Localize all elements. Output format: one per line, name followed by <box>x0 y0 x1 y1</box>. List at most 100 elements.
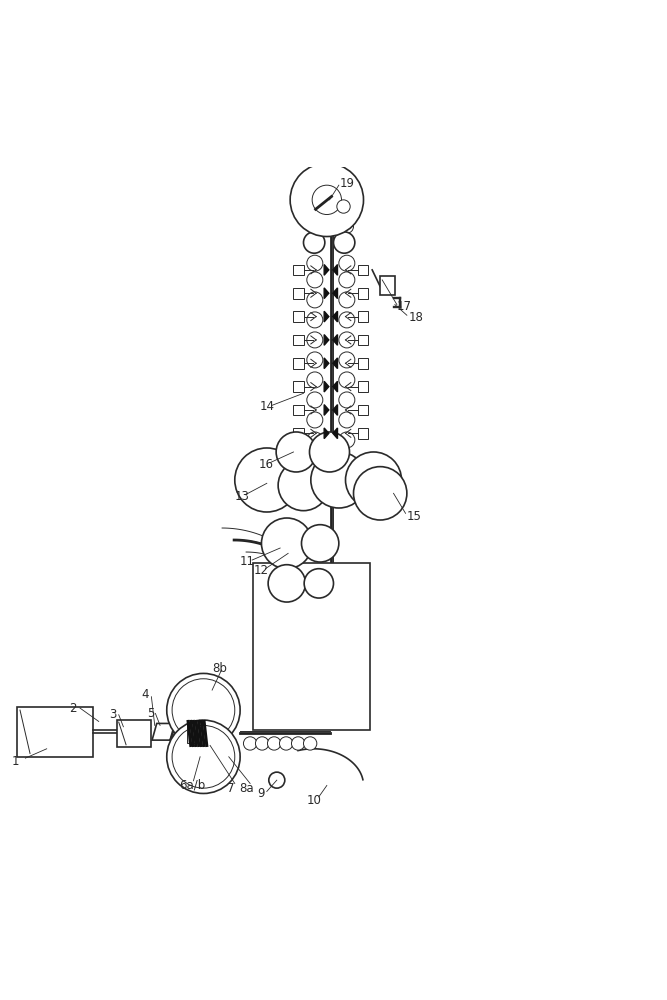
Circle shape <box>235 448 299 512</box>
Circle shape <box>339 332 355 348</box>
Circle shape <box>339 292 355 308</box>
Bar <box>293 358 304 369</box>
Circle shape <box>303 232 325 253</box>
Text: 14: 14 <box>260 400 275 413</box>
Polygon shape <box>324 311 329 322</box>
Circle shape <box>278 460 329 511</box>
Text: 12: 12 <box>253 564 268 577</box>
Text: 5: 5 <box>147 707 154 720</box>
Bar <box>117 720 151 747</box>
Bar <box>293 288 304 299</box>
Circle shape <box>279 737 293 750</box>
Text: 8a: 8a <box>239 782 253 795</box>
Circle shape <box>340 220 354 233</box>
Circle shape <box>340 207 354 220</box>
Circle shape <box>308 233 321 247</box>
Circle shape <box>339 392 355 408</box>
Bar <box>17 707 93 757</box>
Circle shape <box>291 737 305 750</box>
Circle shape <box>243 737 257 750</box>
Polygon shape <box>333 405 338 415</box>
Text: 19: 19 <box>340 177 355 190</box>
Polygon shape <box>333 288 338 299</box>
Circle shape <box>307 312 323 328</box>
Circle shape <box>304 569 334 598</box>
Bar <box>358 311 368 322</box>
Circle shape <box>346 452 402 508</box>
Circle shape <box>307 412 323 428</box>
Polygon shape <box>333 265 338 275</box>
Circle shape <box>303 737 317 750</box>
Circle shape <box>255 737 269 750</box>
Bar <box>358 405 368 415</box>
Polygon shape <box>324 405 329 415</box>
Text: 17: 17 <box>397 300 412 313</box>
Circle shape <box>276 432 316 472</box>
Circle shape <box>339 352 355 368</box>
Text: 13: 13 <box>235 490 249 503</box>
Text: 16: 16 <box>259 458 273 471</box>
Bar <box>358 428 368 439</box>
Bar <box>358 288 368 299</box>
Polygon shape <box>333 358 338 369</box>
Bar <box>293 381 304 392</box>
Circle shape <box>308 220 321 233</box>
Polygon shape <box>333 311 338 322</box>
Polygon shape <box>333 428 338 439</box>
Text: 6a/b: 6a/b <box>179 779 205 792</box>
Circle shape <box>339 255 355 271</box>
Text: 2: 2 <box>69 702 76 715</box>
Text: 1: 1 <box>12 755 19 768</box>
Circle shape <box>307 372 323 388</box>
Circle shape <box>268 565 305 602</box>
Circle shape <box>339 412 355 428</box>
Circle shape <box>261 518 312 569</box>
Bar <box>358 381 368 392</box>
Bar <box>380 276 395 295</box>
Circle shape <box>172 725 235 788</box>
Circle shape <box>307 292 323 308</box>
Bar <box>358 335 368 345</box>
Circle shape <box>340 233 354 247</box>
Circle shape <box>339 432 355 448</box>
Polygon shape <box>324 288 329 299</box>
Circle shape <box>167 673 240 747</box>
Circle shape <box>307 432 323 448</box>
Circle shape <box>172 679 235 741</box>
Circle shape <box>267 737 281 750</box>
Circle shape <box>167 720 240 793</box>
Circle shape <box>307 352 323 368</box>
Polygon shape <box>324 335 329 345</box>
Circle shape <box>301 525 339 562</box>
Circle shape <box>307 255 323 271</box>
Bar <box>358 358 368 369</box>
Circle shape <box>337 200 350 213</box>
Text: 8b: 8b <box>212 662 227 675</box>
Polygon shape <box>333 381 338 392</box>
Bar <box>293 428 304 439</box>
Text: 7: 7 <box>227 782 234 795</box>
Polygon shape <box>324 265 329 275</box>
Polygon shape <box>324 381 329 392</box>
Circle shape <box>334 232 355 253</box>
Text: 3: 3 <box>109 708 116 721</box>
Circle shape <box>311 452 367 508</box>
Circle shape <box>307 332 323 348</box>
Bar <box>293 265 304 275</box>
Circle shape <box>307 392 323 408</box>
Circle shape <box>339 272 355 288</box>
Circle shape <box>354 467 407 520</box>
Bar <box>187 723 196 743</box>
Polygon shape <box>333 335 338 345</box>
Text: 4: 4 <box>141 688 149 701</box>
Circle shape <box>309 432 350 472</box>
Text: 11: 11 <box>240 555 255 568</box>
Text: 9: 9 <box>257 787 264 800</box>
Circle shape <box>339 312 355 328</box>
Bar <box>293 311 304 322</box>
Circle shape <box>307 272 323 288</box>
Text: 15: 15 <box>407 510 422 523</box>
Circle shape <box>339 372 355 388</box>
Circle shape <box>290 163 364 237</box>
Text: 18: 18 <box>408 311 423 324</box>
